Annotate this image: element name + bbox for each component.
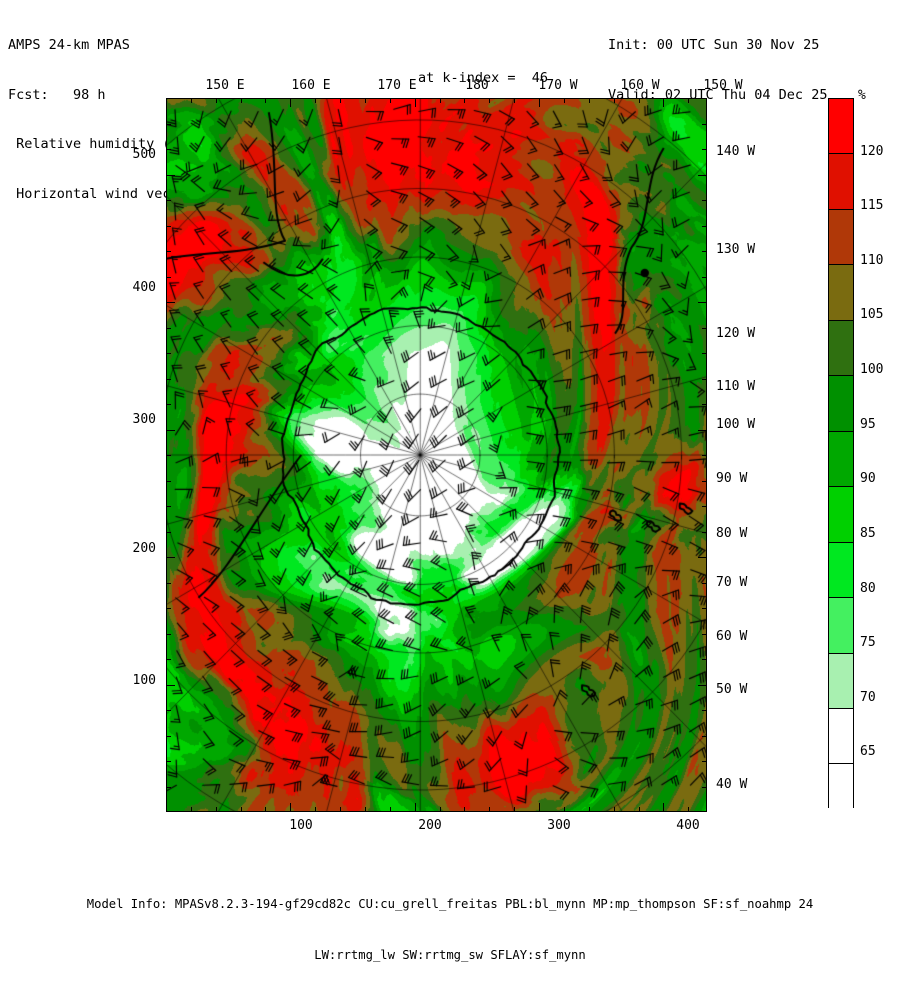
colorbar-segment	[829, 154, 853, 210]
colorbar-segment	[829, 431, 853, 488]
model-info-line1: Model Info: MPASv8.2.3-194-gf29cd82c CU:…	[86, 897, 814, 911]
right-lon-label: 70 W	[716, 575, 748, 590]
colorbar-label: 70	[860, 689, 876, 705]
right-lon-label: 60 W	[716, 629, 748, 644]
right-lon-label: 40 W	[716, 777, 748, 792]
x-axis-tick-label: 200	[418, 818, 442, 833]
x-axis-tick-label: 400	[676, 818, 700, 833]
footer-model-info: Model Info: MPASv8.2.3-194-gf29cd82c CU:…	[0, 862, 900, 981]
top-lon-label: 170 W	[538, 78, 578, 93]
colorbar-label: 95	[860, 416, 876, 432]
colorbar-segment	[829, 265, 853, 321]
right-lon-label: 140 W	[716, 144, 756, 159]
y-axis-tick-label: 300	[132, 412, 156, 427]
colorbar-segment	[829, 376, 853, 432]
forecast-hour: Fcst: 98 h	[8, 86, 106, 103]
colorbar-segment	[829, 598, 853, 654]
colorbar	[828, 98, 854, 819]
model-info-line2: LW:rrtmg_lw SW:rrtmg_sw SFLAY:sf_mynn	[314, 948, 586, 962]
colorbar-unit-label: %	[858, 88, 866, 103]
colorbar-label: 105	[860, 307, 884, 323]
y-axis-tick-label: 200	[132, 541, 156, 556]
right-lon-label: 50 W	[716, 682, 748, 697]
colorbar-label: 110	[860, 252, 884, 268]
right-lon-label: 100 W	[716, 417, 756, 432]
colorbar-label: 65	[860, 744, 876, 760]
right-lon-label: 130 W	[716, 242, 756, 257]
colorbar-label: 120	[860, 143, 884, 159]
humidity-field-canvas	[166, 98, 707, 812]
top-lon-label: 160 E	[291, 78, 331, 93]
top-lon-label: 150 E	[205, 78, 245, 93]
top-lon-label: 150 W	[703, 78, 743, 93]
colorbar-label: 100	[860, 362, 884, 378]
model-title: AMPS 24-km MPAS	[8, 37, 130, 53]
colorbar-label: 80	[860, 580, 876, 596]
k-index-humidity: at k-index = 46	[418, 70, 549, 86]
x-axis-tick-label: 100	[289, 818, 313, 833]
colorbar-segment	[829, 764, 853, 819]
x-axis-tick-label: 300	[547, 818, 571, 833]
colorbar-segment	[829, 708, 853, 765]
right-lon-label: 90 W	[716, 471, 748, 486]
colorbar-segment	[829, 542, 853, 599]
map-plot-area[interactable]	[166, 98, 707, 812]
y-axis-tick-label: 400	[132, 280, 156, 295]
right-lon-label: 120 W	[716, 326, 756, 341]
right-lon-label: 80 W	[716, 526, 748, 541]
colorbar-segment	[829, 320, 853, 377]
colorbar-label: 85	[860, 525, 876, 541]
top-lon-label: 160 W	[620, 78, 660, 93]
colorbar-segment	[829, 487, 853, 543]
colorbar-segment	[829, 653, 853, 709]
colorbar-segment	[829, 209, 853, 266]
y-axis-tick-label: 500	[132, 147, 156, 162]
y-axis-tick-label: 100	[132, 673, 156, 688]
header-right-block: Init: 00 UTC Sun 30 Nov 25 Valid: 02 UTC…	[608, 4, 827, 120]
top-lon-label: 180	[465, 78, 489, 93]
top-lon-label: 170 E	[377, 78, 417, 93]
init-time: Init: 00 UTC Sun 30 Nov 25	[608, 37, 820, 53]
colorbar-segment	[829, 99, 853, 155]
colorbar-label: 90	[860, 471, 876, 487]
right-lon-label: 110 W	[716, 379, 756, 394]
colorbar-label: 115	[860, 198, 884, 214]
colorbar-label: 75	[860, 635, 876, 651]
